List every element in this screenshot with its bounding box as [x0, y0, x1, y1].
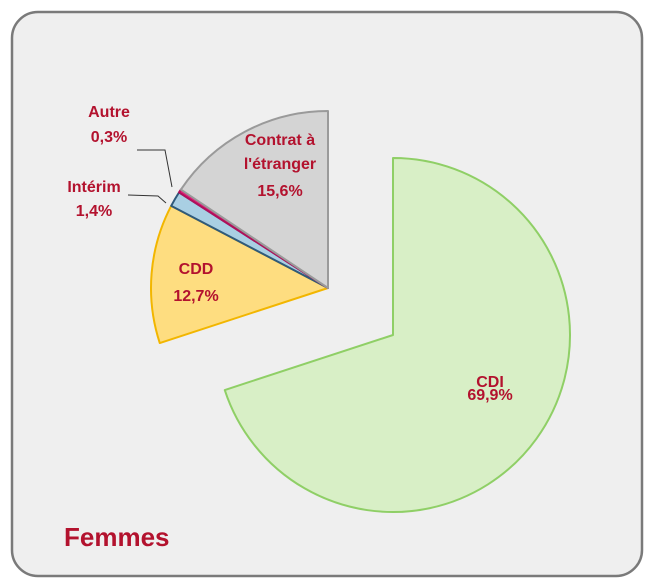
chart-title: Femmes: [64, 522, 170, 552]
slice-value-label: 0,3%: [90, 129, 128, 146]
slice-value-label: 1,4%: [75, 203, 113, 220]
slice-value-label: 12,7%: [173, 288, 219, 305]
pie-slice: [150, 204, 329, 345]
slice-label: Autre: [88, 104, 130, 121]
leader-line: [127, 194, 167, 204]
pie-slice: [179, 110, 329, 289]
slice-value-label: 69,9%: [467, 387, 513, 404]
slice-value-label: 15,6%: [257, 183, 303, 200]
slice-label: Intérim: [67, 179, 121, 196]
slice-label: CDD: [178, 261, 214, 278]
leader-line: [137, 149, 173, 188]
pie-slice: [223, 157, 571, 513]
slice-label: CDI: [476, 374, 504, 391]
slice-label: Contrat à l'étranger: [243, 132, 317, 173]
